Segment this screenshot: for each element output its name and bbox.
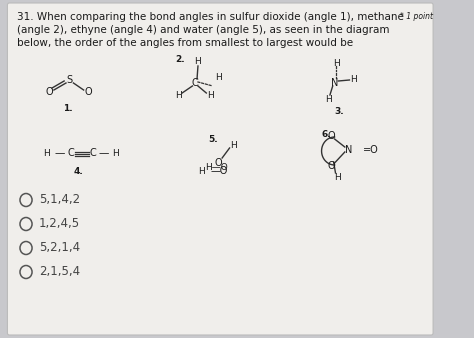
Text: C: C bbox=[192, 78, 199, 88]
Text: H: H bbox=[350, 75, 356, 84]
Text: O: O bbox=[328, 131, 336, 141]
Text: N: N bbox=[331, 78, 338, 88]
Text: O: O bbox=[46, 87, 53, 97]
Text: H: H bbox=[195, 56, 201, 66]
Text: H: H bbox=[216, 73, 222, 82]
Text: H: H bbox=[175, 91, 182, 99]
Text: H—O: H—O bbox=[205, 164, 228, 172]
Text: C: C bbox=[67, 148, 74, 158]
Text: 5,1,4,2: 5,1,4,2 bbox=[39, 193, 80, 207]
Text: 5,2,1,4: 5,2,1,4 bbox=[39, 241, 80, 255]
Text: C: C bbox=[90, 148, 96, 158]
Text: =O: =O bbox=[364, 145, 379, 155]
Text: —O: —O bbox=[211, 166, 228, 176]
Text: 1.: 1. bbox=[63, 104, 73, 113]
Text: 31. When comparing the bond angles in sulfur dioxide (angle 1), methane: 31. When comparing the bond angles in su… bbox=[17, 12, 403, 22]
Text: 5.: 5. bbox=[208, 135, 218, 144]
Text: H: H bbox=[43, 148, 50, 158]
Text: H: H bbox=[326, 95, 332, 103]
Text: H: H bbox=[112, 148, 118, 158]
Text: 2.: 2. bbox=[175, 55, 185, 64]
FancyBboxPatch shape bbox=[8, 3, 433, 335]
Text: 6.: 6. bbox=[321, 130, 331, 139]
Text: S: S bbox=[67, 75, 73, 85]
Text: H: H bbox=[333, 58, 340, 68]
Text: O: O bbox=[328, 161, 336, 171]
Text: —: — bbox=[99, 148, 109, 158]
Text: 1,2,4,5: 1,2,4,5 bbox=[39, 217, 80, 231]
Text: * 1 point: * 1 point bbox=[400, 12, 433, 21]
Text: below, the order of the angles from smallest to largest would be: below, the order of the angles from smal… bbox=[17, 38, 353, 48]
Text: N: N bbox=[345, 145, 352, 155]
Text: H: H bbox=[207, 91, 213, 99]
Text: 2,1,5,4: 2,1,5,4 bbox=[39, 266, 80, 279]
Text: H: H bbox=[230, 141, 237, 149]
Text: —: — bbox=[55, 148, 64, 158]
Text: O: O bbox=[215, 158, 222, 168]
Text: H: H bbox=[334, 173, 341, 183]
Text: O: O bbox=[84, 87, 92, 97]
Text: 3.: 3. bbox=[335, 107, 344, 116]
Text: 4.: 4. bbox=[73, 167, 83, 176]
Text: (angle 2), ethyne (angle 4) and water (angle 5), as seen in the diagram: (angle 2), ethyne (angle 4) and water (a… bbox=[17, 25, 389, 35]
Text: H: H bbox=[198, 167, 205, 175]
